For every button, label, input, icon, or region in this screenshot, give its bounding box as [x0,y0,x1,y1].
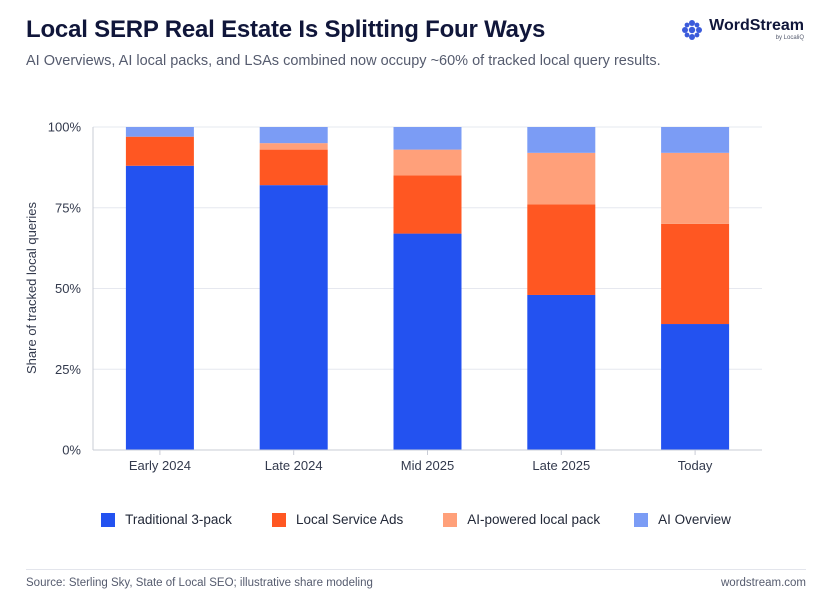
bar-segment [259,143,328,150]
y-tick-label: 0% [62,443,81,458]
bar-segment [393,175,462,234]
bar-segment [393,149,462,176]
brand-sub: by LocaliQ [775,35,804,41]
legend-label: Local Service Ads [295,512,404,527]
bars [125,127,730,450]
x-tick-label: Late 2024 [265,458,323,473]
legend-swatch [271,512,286,527]
y-tick-label: 100% [48,120,82,135]
footer-site: wordstream.com [721,577,806,589]
legend-item: AI-powered local pack [443,512,600,527]
bar-segment [259,127,328,144]
bar-segment [527,294,596,450]
chart-subtitle: AI Overviews, AI local packs, and LSAs c… [26,53,661,69]
legend-label: AI-powered local pack [467,512,601,527]
y-tick-label: 25% [55,362,81,377]
bar-segment [259,149,328,186]
legend-swatch [443,512,458,527]
bar-segment [661,223,730,325]
bar-segment [527,127,596,153]
legend-label: AI Overview [658,512,731,527]
bar-segment [125,136,194,166]
bar-segment [527,152,596,205]
footer-divider [26,569,806,570]
chart-title: Local SERP Real Estate Is Splitting Four… [26,16,546,43]
wordstream-logo-icon [682,19,703,40]
bar-segment [125,127,194,137]
x-tick-label: Mid 2025 [401,458,454,473]
legend-item: AI Overview [634,512,731,527]
bar-segment [393,127,462,150]
y-tick-label: 75% [55,200,81,215]
bar-segment [125,165,194,450]
axes: 0% 25% 50% 75% 100% Early 2024 Late 2024 Mid 20… [48,120,762,473]
bar-segment [393,233,462,450]
x-tick-label: Today [678,458,713,473]
legend-swatch [101,512,116,527]
bar-segment [661,152,730,224]
legend-item: Traditional 3-pack [101,512,232,527]
legend-label: Traditional 3-pack [125,512,232,527]
bar-segment [661,127,730,153]
x-tick-label: Late 2025 [532,458,590,473]
source-note: Source: Sterling Sky, State of Local SEO… [26,577,373,589]
y-tick-label: 50% [55,281,81,296]
chart-legend: Traditional 3-pack Local Service Ads AI-po… [0,512,832,527]
brand-name: WordStream [709,17,804,34]
bar-segment [259,185,328,450]
stacked-bar-chart: 0% 25% 50% 75% 100% Early 2024 Late 2024 Mid 20… [24,120,762,473]
y-axis-label: Share of tracked local queries [24,202,39,374]
legend-item: Local Service Ads [271,512,404,527]
x-tick-label: Early 2024 [129,458,191,473]
bar-segment [661,324,730,450]
legend-swatch [634,512,649,527]
bar-segment [527,204,596,295]
brand-logo: WordStream by LocaliQ [681,18,804,41]
